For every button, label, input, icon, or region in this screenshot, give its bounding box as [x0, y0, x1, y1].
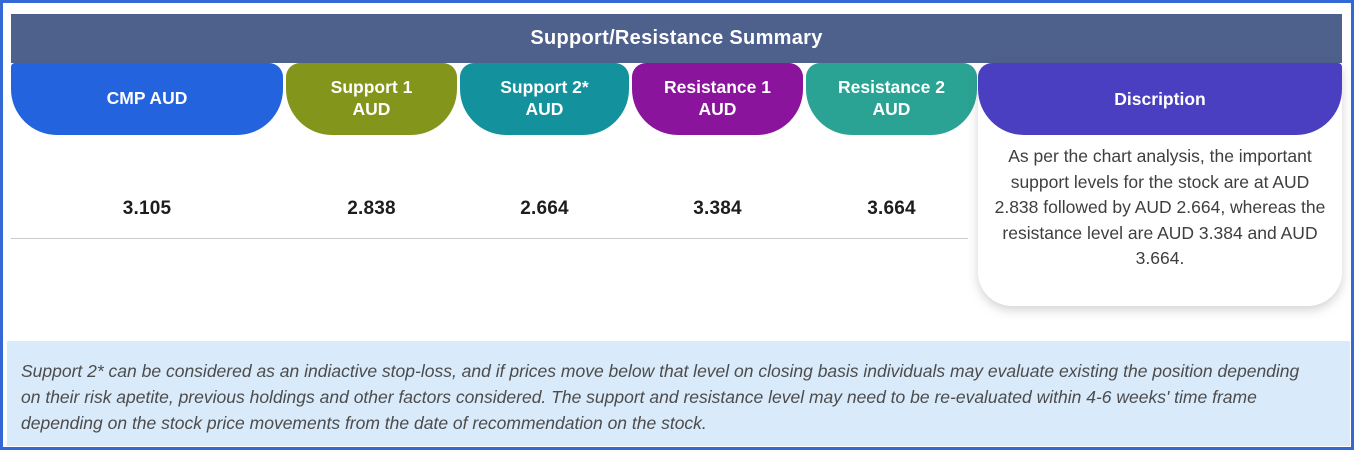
value-resistance-2-aud: 3.664 — [867, 198, 916, 219]
column-header-cmp-aud: CMP AUD — [11, 63, 283, 135]
values-row: 3.105 2.838 2.664 3.384 3.664 — [11, 186, 1342, 232]
column-header-description: Discription — [978, 63, 1342, 135]
footnote-text: Support 2* can be considered as an india… — [21, 361, 1300, 433]
row-divider-line — [11, 238, 968, 239]
table-title: Support/Resistance Summary — [11, 14, 1342, 63]
column-header-resistance-1-aud: Resistance 1 AUD — [632, 63, 803, 135]
value-support-2-aud: 2.664 — [520, 198, 569, 219]
footnote-band: Support 2* can be considered as an india… — [7, 341, 1350, 446]
column-headers-row: CMP AUD Support 1 AUD Support 2* AUD Res… — [11, 63, 1342, 135]
column-header-support-1-aud: Support 1 AUD — [286, 63, 457, 135]
value-resistance-1-aud: 3.384 — [693, 198, 742, 219]
description-card: Discription As per the chart analysis, t… — [978, 63, 1342, 306]
column-header-support-2-aud: Support 2* AUD — [460, 63, 629, 135]
value-cmp-aud: 3.105 — [122, 198, 172, 219]
description-text: As per the chart analysis, the important… — [994, 146, 1326, 269]
column-header-resistance-2-aud: Resistance 2 AUD — [806, 63, 977, 135]
value-support-1-aud: 2.838 — [347, 198, 396, 219]
